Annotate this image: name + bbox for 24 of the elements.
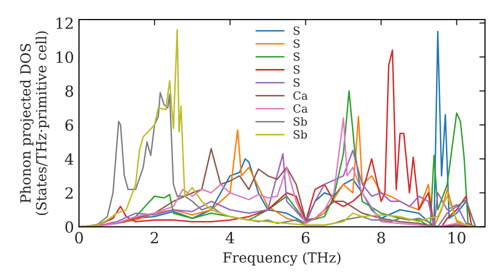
y-tick-label: 10 <box>56 51 74 63</box>
x-axis-title: Frequency (THz) <box>223 252 340 266</box>
y-tick-label: 6 <box>65 119 74 131</box>
legend-label: S <box>294 52 300 61</box>
x-tick-label: 2 <box>150 232 158 244</box>
legend-label: Sb <box>294 130 307 139</box>
legend-label: Ca <box>293 91 308 100</box>
y-tick-label: 0 <box>65 221 74 233</box>
x-tick-label: 8 <box>377 232 385 244</box>
x-tick-label: 10 <box>448 232 466 244</box>
legend-label: S <box>294 65 300 74</box>
x-tick-label: 4 <box>226 232 234 244</box>
y-tick-label: 8 <box>65 85 74 97</box>
legend-label: Ca <box>293 104 308 113</box>
y-tick-label: 2 <box>65 187 73 199</box>
legend-label: S <box>294 78 300 87</box>
x-tick-label: 6 <box>302 232 310 244</box>
legend-label: S <box>294 39 300 48</box>
legend-label: S <box>294 26 300 35</box>
x-tick-label: 0 <box>75 232 83 244</box>
y-tick-label: 4 <box>64 153 74 165</box>
y-tick-label: 12 <box>56 17 73 29</box>
y-axis-title: Phonon projected DOS (States/THz·primitive cell) <box>20 31 50 216</box>
legend-label: Sb <box>294 117 307 126</box>
